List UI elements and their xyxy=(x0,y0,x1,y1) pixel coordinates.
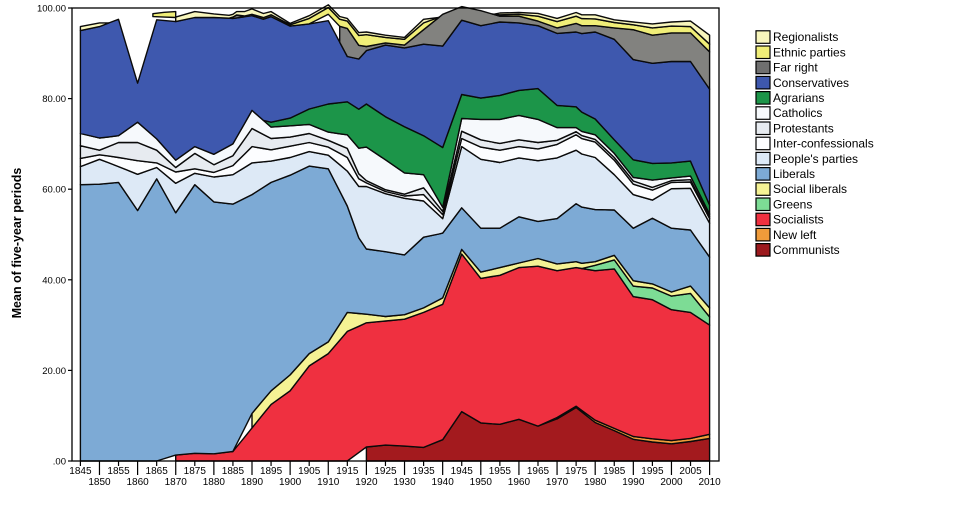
svg-text:1950: 1950 xyxy=(470,477,493,488)
svg-text:1965: 1965 xyxy=(527,466,550,477)
svg-text:1880: 1880 xyxy=(203,477,226,488)
svg-text:Ethnic parties: Ethnic parties xyxy=(773,45,846,59)
svg-text:1890: 1890 xyxy=(241,477,264,488)
svg-text:20.00: 20.00 xyxy=(42,366,66,377)
svg-text:Mean of five-year periods: Mean of five-year periods xyxy=(10,168,24,319)
svg-text:2010: 2010 xyxy=(698,477,721,488)
svg-text:1845: 1845 xyxy=(69,466,92,477)
svg-text:1990: 1990 xyxy=(622,477,645,488)
svg-text:.00: .00 xyxy=(53,457,66,468)
svg-text:Protestants: Protestants xyxy=(773,121,834,135)
svg-text:Agrarians: Agrarians xyxy=(773,91,824,105)
svg-text:People's parties: People's parties xyxy=(773,152,858,166)
svg-text:Communists: Communists xyxy=(773,243,840,257)
svg-text:1940: 1940 xyxy=(432,477,455,488)
svg-text:New left: New left xyxy=(773,228,817,242)
svg-text:Conservatives: Conservatives xyxy=(773,76,849,90)
svg-text:1925: 1925 xyxy=(374,466,397,477)
svg-text:1885: 1885 xyxy=(222,466,245,477)
svg-text:1980: 1980 xyxy=(584,477,607,488)
svg-text:2005: 2005 xyxy=(679,466,702,477)
svg-text:1915: 1915 xyxy=(336,466,359,477)
svg-text:Catholics: Catholics xyxy=(773,106,822,120)
svg-text:1875: 1875 xyxy=(184,466,207,477)
svg-text:1905: 1905 xyxy=(298,466,321,477)
svg-text:Inter-confessionals: Inter-confessionals xyxy=(773,137,874,151)
svg-text:1985: 1985 xyxy=(603,466,626,477)
svg-text:1960: 1960 xyxy=(508,477,531,488)
svg-text:Far right: Far right xyxy=(773,61,818,75)
svg-text:80.00: 80.00 xyxy=(42,94,66,105)
svg-text:1945: 1945 xyxy=(451,466,474,477)
svg-text:1935: 1935 xyxy=(412,466,435,477)
svg-text:1930: 1930 xyxy=(393,477,416,488)
svg-text:Socialists: Socialists xyxy=(773,213,824,227)
svg-text:40.00: 40.00 xyxy=(42,275,66,286)
svg-text:1970: 1970 xyxy=(546,477,569,488)
svg-text:1865: 1865 xyxy=(146,466,169,477)
svg-text:Greens: Greens xyxy=(773,197,812,211)
svg-text:1855: 1855 xyxy=(107,466,130,477)
svg-text:1850: 1850 xyxy=(88,477,111,488)
svg-text:Liberals: Liberals xyxy=(773,167,815,181)
svg-text:1900: 1900 xyxy=(279,477,302,488)
svg-text:60.00: 60.00 xyxy=(42,185,66,196)
svg-text:1975: 1975 xyxy=(565,466,588,477)
svg-text:2000: 2000 xyxy=(660,477,683,488)
svg-text:100.00: 100.00 xyxy=(37,4,66,15)
svg-text:1870: 1870 xyxy=(165,477,188,488)
svg-text:Regionalists: Regionalists xyxy=(773,30,838,44)
svg-text:1860: 1860 xyxy=(126,477,149,488)
svg-text:1920: 1920 xyxy=(355,477,378,488)
svg-text:1995: 1995 xyxy=(641,466,664,477)
svg-text:1895: 1895 xyxy=(260,466,283,477)
svg-text:Social liberals: Social liberals xyxy=(773,182,847,196)
svg-text:1910: 1910 xyxy=(317,477,340,488)
svg-text:1955: 1955 xyxy=(489,466,512,477)
